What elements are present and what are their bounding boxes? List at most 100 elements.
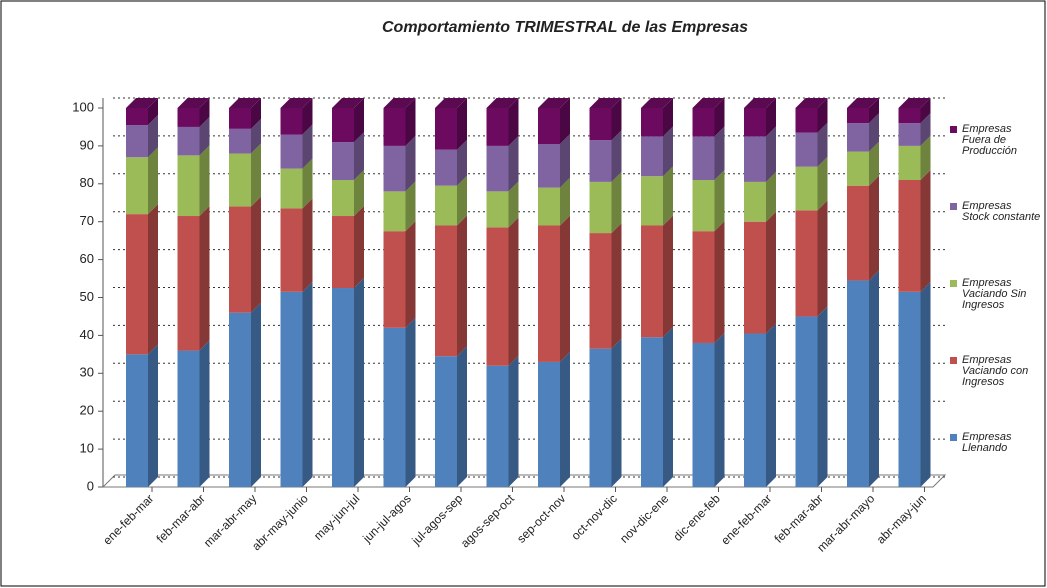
bar-top — [538, 98, 570, 108]
bar — [486, 145, 509, 192]
bar-side — [251, 302, 261, 487]
bar-side — [199, 340, 210, 487]
bar-side — [199, 116, 210, 156]
bar — [435, 108, 457, 150]
bar — [280, 208, 303, 292]
bar-side — [920, 113, 931, 146]
bar-side — [302, 281, 313, 487]
bar-side — [817, 200, 828, 317]
bar-side — [560, 98, 570, 145]
bar-top — [177, 98, 210, 108]
bar — [486, 227, 509, 366]
bar — [435, 356, 457, 487]
bar — [641, 136, 663, 177]
bar-side — [560, 177, 570, 226]
legend-label: Empresas Vaciando Sin Ingresos — [962, 277, 1027, 311]
bar — [177, 126, 200, 156]
bar — [229, 206, 251, 313]
bar — [229, 312, 251, 487]
bar-side — [251, 196, 261, 313]
legend-swatch — [950, 126, 957, 133]
bar — [486, 108, 509, 146]
bar — [795, 132, 818, 167]
bar-side — [611, 223, 622, 349]
bar-side — [920, 98, 931, 124]
bar — [383, 145, 406, 192]
y-tick-label: 40 — [80, 327, 94, 342]
bar — [332, 288, 354, 487]
bar — [486, 365, 509, 487]
bar — [847, 123, 869, 152]
legend-swatch — [950, 357, 957, 364]
bar — [280, 291, 303, 487]
bar — [177, 108, 200, 127]
bar-side — [869, 141, 879, 186]
bar — [435, 149, 457, 186]
bar — [332, 142, 354, 181]
y-tick-label: 30 — [80, 365, 94, 380]
bar — [126, 108, 148, 126]
bar — [847, 185, 869, 281]
legend-label: Empresas Vaciando con Ingresos — [962, 354, 1029, 388]
bar-side — [869, 175, 879, 281]
bar-side — [354, 132, 364, 181]
legend-label: Empresas Llenando — [962, 431, 1012, 454]
bar — [383, 327, 406, 487]
bar — [280, 134, 303, 169]
bar-side — [611, 130, 622, 182]
bar — [589, 108, 612, 141]
bar — [280, 168, 303, 209]
bar — [692, 136, 715, 181]
bar — [229, 128, 251, 154]
bar-side — [611, 338, 622, 487]
bar-side — [766, 211, 776, 334]
bar-side — [199, 145, 210, 217]
bar-side — [611, 171, 622, 234]
bar — [126, 125, 148, 158]
y-tick-label: 50 — [80, 289, 94, 304]
bar-side — [663, 98, 673, 137]
legend-swatch — [950, 203, 957, 210]
bar — [898, 291, 921, 487]
legend-entry: Empresas Fuera de Producción — [950, 124, 1042, 157]
bar — [898, 145, 921, 181]
bar-side — [508, 135, 519, 192]
bar — [744, 333, 766, 487]
bar-side — [766, 98, 776, 137]
bar — [486, 191, 509, 228]
bar-side — [920, 170, 931, 292]
bar-side — [354, 206, 364, 289]
bar-side — [869, 98, 879, 124]
bar-side — [508, 355, 519, 487]
bar-top — [847, 98, 879, 108]
bar — [229, 108, 251, 129]
bar — [435, 225, 457, 357]
bar — [538, 108, 560, 145]
bar-side — [405, 221, 416, 328]
bar-side — [817, 156, 828, 211]
bar-side — [457, 175, 467, 226]
bar-side — [251, 118, 261, 154]
bar-side — [714, 98, 725, 137]
bar — [538, 361, 560, 487]
legend-entry: Empresas Vaciando Sin Ingresos — [950, 277, 1042, 311]
legend-entry: Empresas Llenando — [950, 431, 1042, 454]
bar-side — [920, 281, 931, 487]
bar-side — [817, 122, 828, 167]
bar-side — [405, 135, 416, 192]
bar-side — [302, 98, 313, 135]
bar — [177, 155, 200, 217]
bar-side — [508, 98, 519, 146]
bar — [589, 140, 612, 182]
bar-side — [663, 166, 673, 226]
bar-side — [199, 98, 210, 127]
bar-side — [457, 139, 467, 186]
bar — [641, 225, 663, 338]
bar — [538, 144, 560, 188]
bar — [795, 316, 818, 487]
bar-top — [898, 98, 931, 108]
bar-top — [692, 98, 725, 108]
bar-side — [457, 346, 467, 487]
bar — [795, 210, 818, 317]
bar — [641, 108, 663, 137]
